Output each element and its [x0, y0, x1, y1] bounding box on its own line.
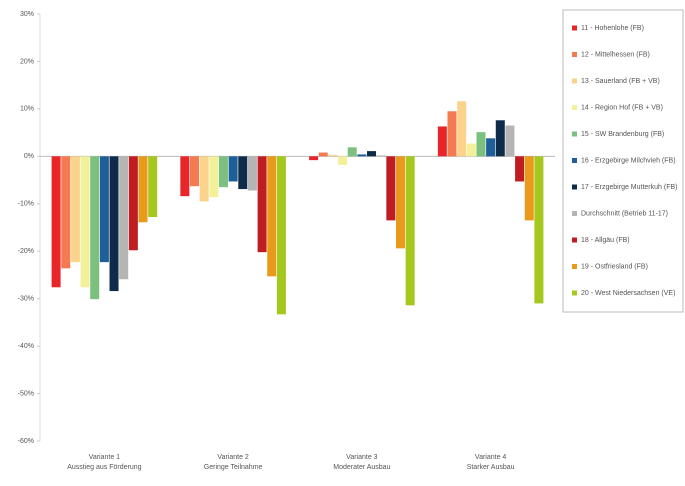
- bar: [328, 154, 338, 157]
- x-tick-label: Variante 4 Starker Ausbau: [467, 454, 515, 471]
- legend-swatch: [572, 131, 577, 137]
- legend-label: 16 - Erzgebirge Milchvieh (FB): [581, 157, 676, 164]
- bar: [99, 156, 109, 263]
- bar: [119, 156, 129, 280]
- legend-label: 17 - Erzgebirge Mutterkuh (FB): [581, 184, 677, 191]
- bar: [376, 155, 386, 157]
- x-tick-label: Variante 2 Geringe Teilnahme: [204, 454, 263, 471]
- bar: [495, 120, 505, 157]
- bar: [148, 156, 158, 218]
- legend-label: 20 - West Niedersachsen (VE): [581, 290, 675, 297]
- bar: [90, 156, 100, 300]
- bar: [486, 138, 496, 157]
- legend-label: Durchschnitt (Betrieb 11-17): [581, 210, 668, 217]
- bar: [189, 156, 200, 187]
- y-tick-label: -30%: [18, 296, 34, 303]
- bar: [476, 132, 486, 157]
- bar: [447, 111, 457, 157]
- bar: [395, 156, 406, 249]
- bar: [267, 156, 277, 277]
- bar: [109, 156, 119, 292]
- legend-swatch: [572, 184, 577, 190]
- legend-box: [562, 9, 684, 313]
- bar: [524, 156, 534, 221]
- legend-swatch: [572, 105, 577, 110]
- bar: [457, 101, 467, 157]
- legend-label: 11 - Hohenlohe (FB): [581, 25, 644, 32]
- bar: [405, 156, 415, 306]
- legend-label: 14 - Region Hof (FB + VB): [581, 104, 663, 111]
- bar: [386, 156, 396, 221]
- legend-swatch: [572, 78, 577, 84]
- bar: [218, 156, 228, 188]
- bar: [318, 152, 328, 157]
- legend-swatch: [572, 290, 577, 296]
- bar: [515, 156, 525, 182]
- legend-swatch: [572, 158, 577, 163]
- bar: [247, 156, 257, 191]
- legend-label: 13 - Sauerland (FB + VB): [581, 78, 660, 85]
- bar: [534, 156, 544, 304]
- x-tick-label: Variante 1 Ausstieg aus Förderung: [67, 454, 141, 471]
- bar: [51, 156, 61, 288]
- bar: [238, 156, 248, 190]
- bar: [367, 151, 377, 157]
- bar: [505, 125, 515, 157]
- bar: [80, 156, 90, 288]
- legend-swatch: [572, 52, 577, 57]
- legend-swatch: [572, 264, 577, 269]
- bar: [180, 156, 190, 197]
- bar: [209, 156, 219, 198]
- y-tick-label: -10%: [18, 201, 34, 208]
- y-tick-label: -20%: [18, 248, 34, 255]
- bar: [199, 156, 209, 202]
- legend-label: 15 - SW Brandenburg (FB): [581, 131, 664, 138]
- y-tick-label: 10%: [20, 106, 34, 113]
- legend-swatch: [572, 211, 577, 216]
- bar: [70, 156, 80, 263]
- bar: [338, 156, 348, 165]
- bar: [228, 156, 238, 182]
- legend-label: 12 - Mittelhessen (FB): [581, 51, 650, 58]
- bar: [357, 154, 367, 157]
- legend-swatch: [572, 237, 577, 243]
- bar: [466, 143, 476, 157]
- bar: [128, 156, 138, 251]
- bar: [347, 147, 357, 157]
- x-tick-label: Variante 3 Moderater Ausbau: [333, 454, 390, 471]
- y-tick-label: -60%: [18, 438, 34, 445]
- bar: [138, 156, 148, 223]
- bar: [276, 156, 286, 315]
- legend-label: 19 - Ostfriesland (FB): [581, 263, 648, 270]
- y-tick-label: 0%: [24, 153, 34, 160]
- bar: [437, 126, 447, 157]
- bar: [61, 156, 71, 269]
- bar: [257, 156, 267, 253]
- y-tick-label: -40%: [18, 343, 34, 350]
- y-tick-label: -50%: [18, 390, 34, 397]
- y-tick-label: 30%: [20, 11, 34, 18]
- bar: [309, 156, 319, 161]
- legend-label: 18 - Allgäu (FB): [581, 237, 630, 244]
- legend-swatch: [572, 25, 577, 31]
- y-tick-label: 20%: [20, 58, 34, 65]
